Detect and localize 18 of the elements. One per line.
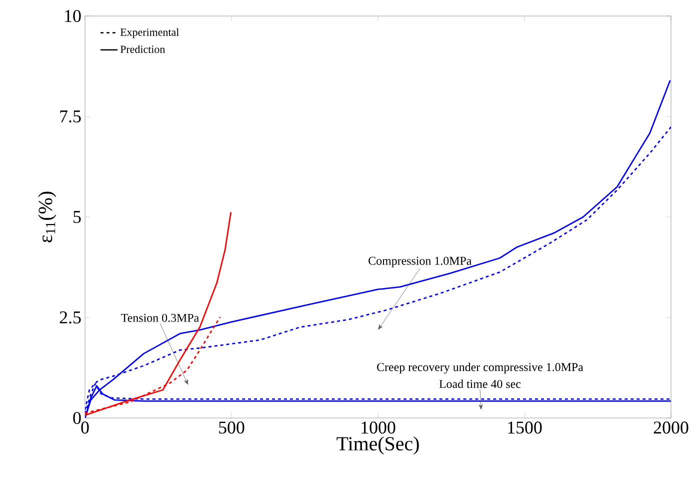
annotation: Load time 40 sec [439, 380, 521, 388]
legend-label: Prediction [120, 45, 165, 54]
annotation: Compression 1.0MPa [368, 256, 472, 268]
legend-label: Experimental [120, 28, 179, 38]
annotation: Creep recovery under compressive 1.0MPa [377, 362, 584, 374]
x-tick-label: 1000 [362, 422, 396, 434]
x-tick-label: 2000 [654, 422, 688, 434]
y-tick-label: 7.5 [60, 110, 81, 122]
x-tick-label: 500 [219, 422, 244, 434]
y-tick-label: 10 [65, 10, 81, 22]
x-tick-label: 1500 [508, 422, 542, 434]
annotation: Tension 0.3MPa [121, 314, 199, 322]
x-axis-title: Time(Sec) [336, 436, 419, 455]
y-tick-label: 0 [73, 412, 81, 424]
y-tick-label: 5 [74, 211, 81, 223]
y-axis-title: ε$_{11}$(%) [38, 192, 56, 242]
y-tick-label: 2.5 [60, 311, 81, 324]
x-tick-label: 0 [81, 422, 89, 434]
